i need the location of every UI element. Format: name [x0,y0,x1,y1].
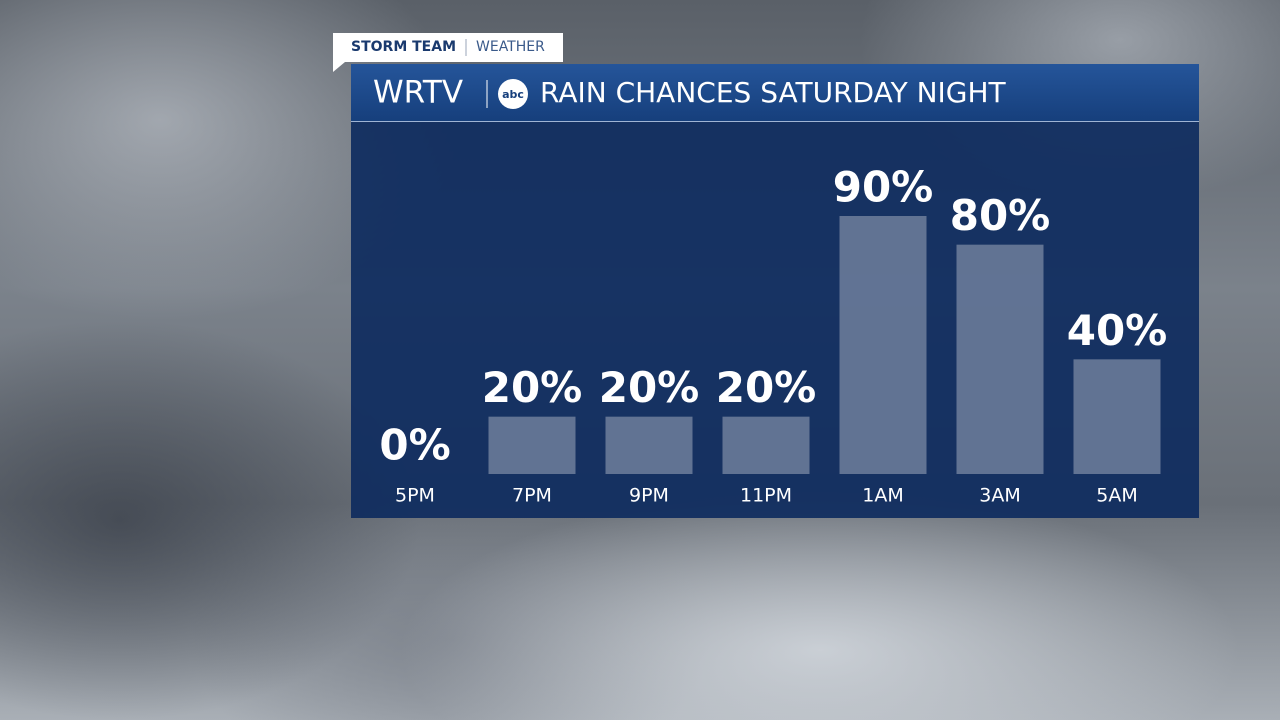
station-logo: WRTV [373,75,463,111]
x-tick-label: 7PM [512,485,552,507]
chart-title: RAIN CHANCES SATURDAY NIGHT [540,76,1007,109]
value-label: 40% [1067,306,1168,355]
value-label: 80% [950,191,1051,240]
value-label: 0% [379,421,450,470]
tag-box [333,33,563,62]
tag-text: STORM TEAM [351,39,456,55]
bar [1073,359,1161,474]
bar [956,244,1044,474]
value-label: 20% [716,363,817,412]
x-tick-label: 3AM [979,485,1020,507]
x-tick-label: 5PM [395,485,435,507]
tag-section: WEATHER [476,39,545,55]
bar [488,416,576,474]
x-tick-label: 1AM [862,485,903,507]
header [351,64,1199,121]
bar [722,416,810,474]
network-logo: abc [502,88,524,101]
value-label: 90% [833,163,934,212]
bar [839,216,927,474]
value-label: 20% [482,363,583,412]
x-tick-label: 9PM [629,485,669,507]
tag-pointer [333,62,345,72]
bar [605,416,693,474]
x-tick-label: 5AM [1096,485,1137,507]
network-circle [498,79,528,109]
value-label: 20% [599,363,700,412]
x-tick-label: 11PM [740,485,792,507]
